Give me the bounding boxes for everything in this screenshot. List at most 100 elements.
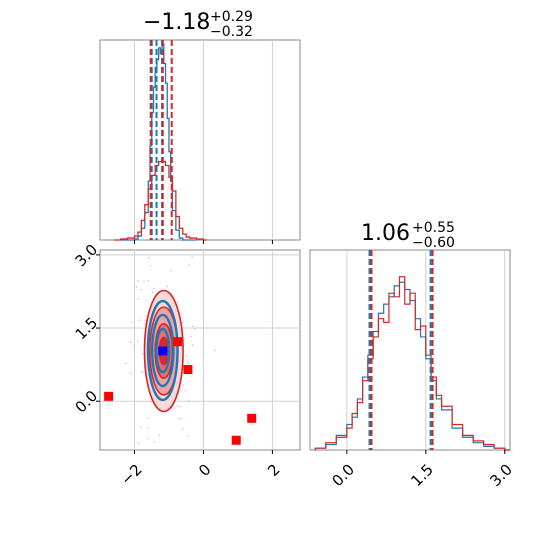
panel-title-upper-error: +0.29 — [210, 9, 253, 25]
sample-point — [193, 328, 196, 330]
sample-point — [137, 442, 140, 445]
x-tick-label: −2 — [117, 460, 145, 488]
sample-point — [131, 321, 134, 324]
sample-point — [158, 434, 161, 436]
panel-frame — [99, 249, 301, 451]
blue-contour-level — [155, 327, 171, 374]
x-tick-label: 2 — [264, 460, 283, 479]
quantile-lines — [368, 250, 434, 450]
sample-point — [166, 285, 169, 288]
sample-point — [214, 349, 216, 352]
sample-point — [187, 362, 190, 365]
sample-point — [147, 416, 150, 419]
x-tick-label: 0 — [195, 460, 214, 479]
sample-point — [141, 371, 144, 374]
panel-title-value: 1.06 — [361, 221, 410, 246]
histogram-series — [314, 276, 510, 451]
red-square-marker — [231, 435, 241, 445]
sample-point — [137, 340, 139, 343]
sample-point — [190, 335, 193, 338]
contour-levels — [143, 289, 184, 413]
sample-point — [135, 286, 138, 289]
sample-point — [179, 389, 182, 392]
sample-point — [180, 312, 182, 315]
sample-point — [130, 372, 133, 375]
sample-point — [133, 345, 135, 348]
sample-point — [143, 280, 146, 283]
sample-point — [185, 355, 188, 358]
panel-title-lower-error: −0.32 — [210, 24, 253, 40]
sample-point — [187, 400, 190, 402]
panel-title-upper-error: +0.55 — [412, 220, 455, 236]
x-tick-marks — [346, 450, 506, 454]
sample-point — [188, 264, 191, 266]
sample-point — [171, 407, 174, 409]
sample-point — [147, 437, 150, 440]
sample-point — [144, 319, 147, 321]
blue-contour-level — [150, 313, 175, 388]
sample-point — [186, 361, 189, 364]
red-square-marker — [173, 337, 183, 347]
sample-point — [140, 289, 143, 291]
sample-point — [151, 291, 154, 293]
y-tick-label: 1.5 — [72, 314, 102, 344]
marginal-panel-param2: 0.0 1.5 3.0 1.06 +0.55 −0.60 — [309, 220, 516, 490]
y-tick-label: 0.0 — [72, 387, 102, 417]
sample-point — [176, 405, 179, 407]
sample-point — [98, 297, 100, 299]
sample-point — [141, 353, 144, 355]
x-tick-label: 1.5 — [407, 460, 437, 490]
x-tick-label: 0.0 — [328, 460, 358, 490]
sample-point — [158, 463, 160, 465]
sample-point — [179, 406, 182, 408]
sample-point — [147, 427, 150, 430]
sample-point — [191, 256, 194, 258]
sample-point — [130, 341, 133, 344]
red-square-marker — [247, 413, 257, 423]
blue-contour-level — [146, 299, 179, 402]
sample-point — [144, 322, 146, 325]
sample-point — [182, 384, 185, 386]
panel-title-lower-error: −0.60 — [412, 235, 455, 251]
quantile-lines — [149, 40, 173, 240]
sample-point — [147, 279, 150, 282]
panel-frame — [99, 39, 301, 241]
sample-point — [125, 362, 127, 365]
sample-point — [140, 370, 143, 373]
sample-point — [191, 344, 194, 346]
joint-contour-panel: −2 0 2 0.0 1.5 3.0 — [72, 241, 301, 537]
sample-point — [184, 389, 187, 392]
sample-point — [192, 325, 194, 328]
sample-point — [169, 269, 172, 272]
sample-point — [149, 264, 152, 267]
x-tick-labels: 0.0 1.5 3.0 — [328, 460, 515, 490]
sample-point — [147, 257, 150, 259]
sample-point — [177, 417, 180, 420]
sample-point — [137, 280, 140, 283]
tick-marks — [96, 254, 273, 454]
sample-point — [138, 319, 141, 322]
sample-point — [181, 321, 184, 324]
sample-point — [181, 427, 184, 430]
sample-point — [158, 535, 160, 537]
sample-point — [180, 417, 183, 420]
x-tick-label: 3.0 — [486, 460, 516, 490]
x-tick-marks — [133, 240, 273, 244]
sample-point — [137, 297, 140, 300]
sample-point — [139, 426, 142, 429]
red-square-marker — [183, 365, 193, 375]
marginal-panel-param1: −1.18 +0.29 −0.32 — [99, 9, 301, 244]
sample-point — [177, 300, 179, 303]
histogram-step-red — [314, 276, 510, 451]
blue-square-marker — [158, 346, 168, 356]
truth-markers — [104, 337, 257, 445]
panel-title-value: −1.18 — [143, 10, 210, 35]
grid-lines — [133, 40, 273, 240]
sample-point — [187, 434, 189, 437]
sample-point — [145, 314, 147, 317]
red-square-marker — [104, 391, 114, 401]
grid-lines — [100, 250, 300, 450]
sample-point — [152, 287, 155, 290]
sample-point — [153, 440, 156, 443]
